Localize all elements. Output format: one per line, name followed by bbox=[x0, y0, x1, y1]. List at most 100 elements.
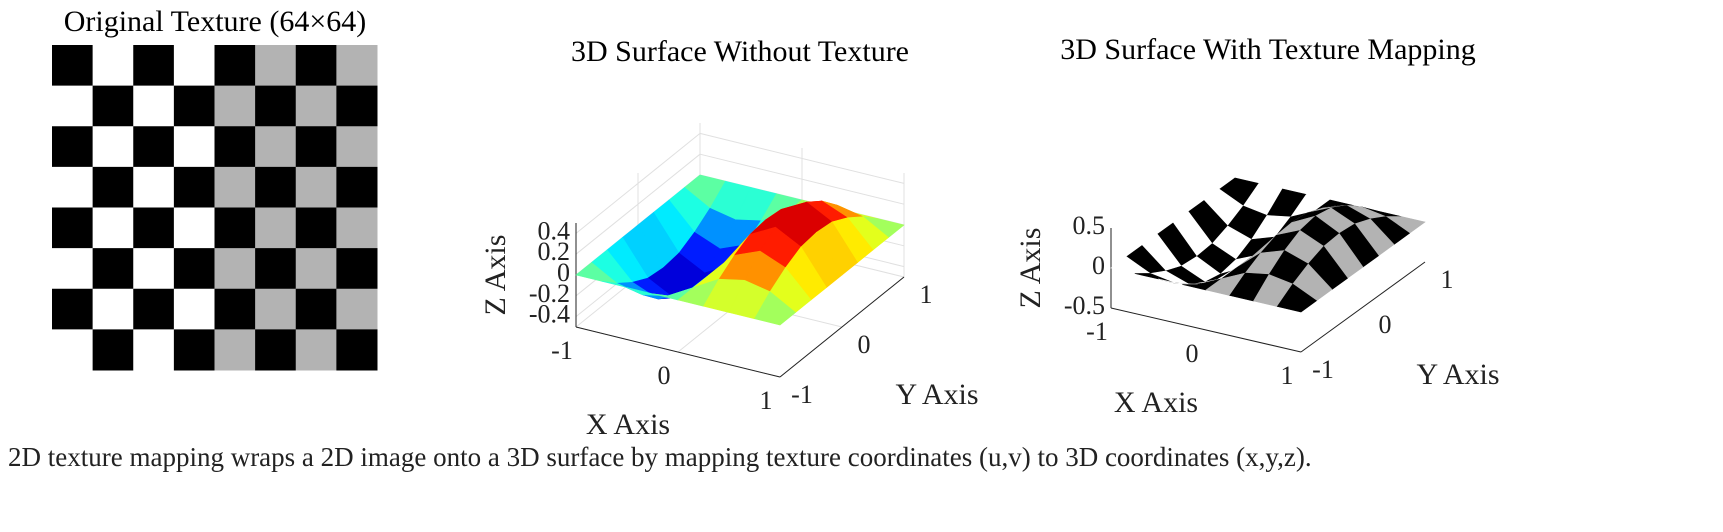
texture-cell bbox=[92, 126, 134, 168]
texture-cell bbox=[92, 45, 134, 87]
texture-cell bbox=[133, 166, 175, 208]
texture-cell bbox=[133, 207, 175, 249]
z-tick-label: 0.5 bbox=[1073, 211, 1106, 240]
texture-cell bbox=[295, 329, 337, 371]
texture-cell bbox=[214, 207, 256, 249]
texture-cell bbox=[336, 288, 378, 330]
panel-title: 3D Surface Without Texture bbox=[571, 35, 909, 68]
panel-title: 3D Surface With Texture Mapping bbox=[1060, 33, 1476, 66]
texture-cell bbox=[92, 329, 134, 371]
texture-cell bbox=[295, 126, 337, 168]
texture-cell bbox=[336, 166, 378, 208]
texture-cell bbox=[133, 288, 175, 330]
x-tick-label: 0 bbox=[1186, 339, 1199, 368]
x-axis-label: X Axis bbox=[586, 408, 670, 441]
y-tick-label: -1 bbox=[1312, 355, 1334, 384]
texture-cell bbox=[52, 207, 94, 249]
texture-cell bbox=[214, 126, 256, 168]
y-tick-label: 1 bbox=[920, 280, 933, 309]
z-tick-label: 0 bbox=[557, 258, 570, 287]
texture-cell bbox=[52, 85, 94, 127]
z-tick-label: -0.5 bbox=[1064, 291, 1105, 320]
z-tick-label: 0.4 bbox=[538, 216, 571, 245]
y-tick-label: -1 bbox=[791, 380, 813, 409]
panel-title: Original Texture (64×64) bbox=[64, 5, 367, 38]
texture-cell bbox=[255, 166, 297, 208]
texture-cell bbox=[336, 85, 378, 127]
texture-cell bbox=[336, 45, 378, 87]
texture-cell bbox=[255, 248, 297, 290]
texture-cell bbox=[336, 329, 378, 371]
texture-cell bbox=[173, 126, 215, 168]
x-tick-label: 0 bbox=[658, 361, 671, 390]
z-tick-label: -0.2 bbox=[529, 279, 570, 308]
texture-cell bbox=[173, 248, 215, 290]
texture-cell bbox=[133, 85, 175, 127]
texture-cell bbox=[336, 126, 378, 168]
texture-cell bbox=[214, 45, 256, 87]
y-tick-label: 0 bbox=[858, 330, 871, 359]
texture-cell bbox=[92, 85, 134, 127]
texture-cell bbox=[255, 329, 297, 371]
y-tick-label: 1 bbox=[1441, 265, 1454, 294]
y-tick-label: 0 bbox=[1379, 310, 1392, 339]
y-axis bbox=[779, 276, 905, 378]
z-tick-label: 0 bbox=[1092, 251, 1105, 280]
x-axis-label: X Axis bbox=[1114, 386, 1198, 419]
texture-cell bbox=[255, 85, 297, 127]
texture-cell bbox=[336, 248, 378, 290]
z-tick-label: 0.2 bbox=[538, 237, 571, 266]
texture-cell bbox=[173, 288, 215, 330]
texture-cell bbox=[255, 207, 297, 249]
x-tick-label: -1 bbox=[1086, 317, 1108, 346]
texture-cell bbox=[295, 207, 337, 249]
surface-facet bbox=[754, 291, 796, 326]
x-tick-label: -1 bbox=[551, 336, 573, 365]
texture-cell bbox=[52, 126, 94, 168]
texture-cell bbox=[214, 329, 256, 371]
texture-cell bbox=[173, 166, 215, 208]
z-axis-label: Z Axis bbox=[479, 235, 512, 316]
texture-cell bbox=[92, 166, 134, 208]
texture-cell bbox=[214, 85, 256, 127]
y-axis-label: Y Axis bbox=[1416, 358, 1499, 391]
texture-cell bbox=[214, 288, 256, 330]
texture-cell bbox=[52, 288, 94, 330]
texture-cell bbox=[133, 248, 175, 290]
texture-cell bbox=[295, 288, 337, 330]
texture-cell bbox=[52, 45, 94, 87]
texture-cell bbox=[133, 45, 175, 87]
x-axis bbox=[575, 326, 781, 378]
texture-cell bbox=[295, 85, 337, 127]
z-axis-label: Z Axis bbox=[1014, 228, 1047, 309]
surface-facet bbox=[1276, 283, 1318, 313]
texture-cell bbox=[92, 207, 134, 249]
texture-cell bbox=[214, 248, 256, 290]
caption: 2D texture mapping wraps a 2D image onto… bbox=[8, 442, 1312, 472]
texture-cell bbox=[133, 329, 175, 371]
texture-cell bbox=[52, 329, 94, 371]
texture-cell bbox=[255, 288, 297, 330]
texture-cell bbox=[173, 45, 215, 87]
texture-cell bbox=[336, 207, 378, 249]
texture-cell bbox=[173, 329, 215, 371]
texture-cell bbox=[173, 85, 215, 127]
texture-cell bbox=[295, 248, 337, 290]
texture-cell bbox=[295, 166, 337, 208]
texture-cell bbox=[214, 166, 256, 208]
texture-cell bbox=[255, 45, 297, 87]
texture-cell bbox=[133, 126, 175, 168]
texture-cell bbox=[173, 207, 215, 249]
texture-cell bbox=[255, 126, 297, 168]
z-tick-label: -0.4 bbox=[529, 300, 570, 329]
texture-cell bbox=[92, 248, 134, 290]
x-tick-label: 1 bbox=[760, 386, 773, 415]
texture-cell bbox=[92, 288, 134, 330]
texture-cell bbox=[52, 166, 94, 208]
y-axis-label: Y Axis bbox=[895, 378, 978, 411]
x-tick-label: 1 bbox=[1281, 361, 1294, 390]
x-axis bbox=[1110, 307, 1302, 353]
texture-cell bbox=[295, 45, 337, 87]
y-axis bbox=[1300, 261, 1426, 353]
